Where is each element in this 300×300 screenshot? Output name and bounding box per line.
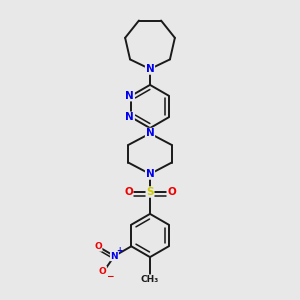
Text: +: +: [116, 246, 123, 255]
Text: N: N: [125, 91, 134, 101]
Text: N: N: [146, 128, 154, 139]
Text: O: O: [124, 187, 133, 197]
Text: −: −: [106, 272, 113, 281]
Text: N: N: [146, 169, 154, 179]
Text: CH₃: CH₃: [141, 275, 159, 284]
Text: O: O: [98, 266, 106, 275]
Text: N: N: [125, 112, 134, 122]
Text: S: S: [146, 187, 154, 197]
Text: O: O: [167, 187, 176, 197]
Text: N: N: [146, 64, 154, 74]
Text: O: O: [94, 242, 102, 251]
Text: N: N: [111, 251, 118, 260]
